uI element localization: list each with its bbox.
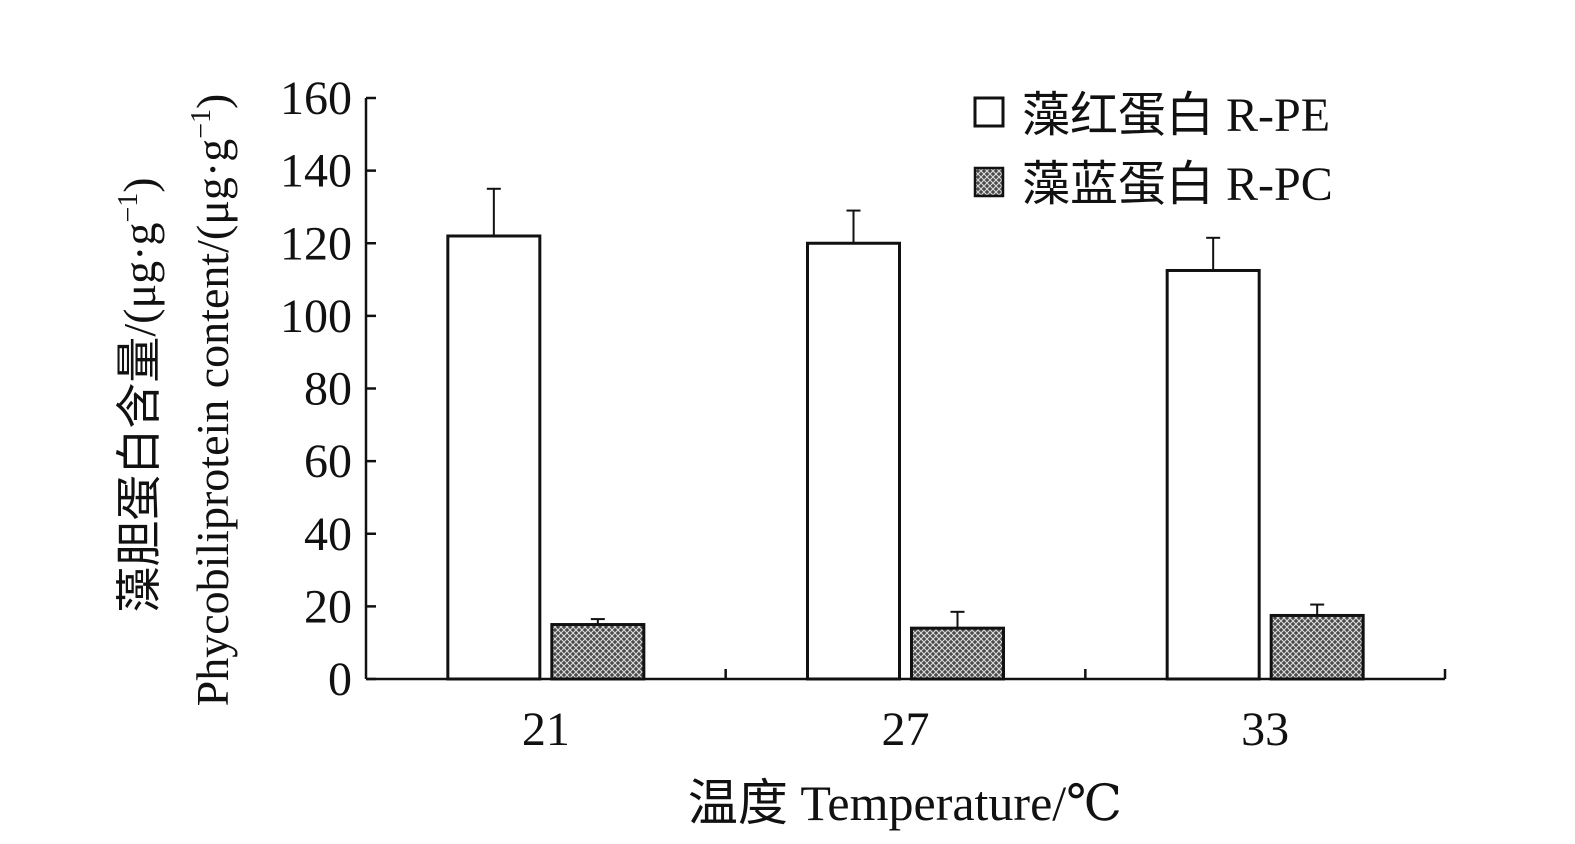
y-tick-label: 80 (304, 363, 352, 416)
y-tick-label: 60 (304, 435, 352, 488)
y-tick-label: 120 (280, 217, 352, 270)
bar-r-pe (446, 234, 542, 681)
x-tick-label: 21 (522, 703, 570, 756)
bar-r-pc (550, 623, 646, 681)
y-tick-label: 20 (304, 580, 352, 633)
legend-swatch-r-pe (973, 96, 1005, 128)
y-axis-label-en: Phycobiliprotein content/(μg·g−1) (186, 94, 238, 707)
bar-r-pe (1165, 268, 1261, 681)
y-tick-label: 140 (280, 145, 352, 198)
y-tick-label: 40 (304, 508, 352, 561)
legend-label-r-pe: 藻红蛋白 R-PE (1022, 89, 1330, 142)
bar-r-pe (806, 241, 901, 681)
y-tick-label: 160 (280, 72, 352, 125)
legend: 藻红蛋白 R-PE 藻蓝蛋白 R-PC (973, 89, 1333, 211)
x-axis-label: 温度 Temperature/℃ (688, 775, 1122, 831)
legend-swatch-r-pc (973, 166, 1005, 198)
x-tick-label: 27 (882, 703, 930, 756)
y-axis-label-cn: 藻胆蛋白含量/(μg·g−1) (113, 177, 165, 612)
x-tick-label: 33 (1241, 703, 1289, 756)
bar-r-pc (1269, 613, 1365, 681)
y-tick-label: 100 (280, 290, 352, 343)
y-tick-label: 0 (328, 653, 352, 706)
legend-label-r-pc: 藻蓝蛋白 R-PC (1022, 158, 1333, 211)
bar-r-pc (910, 626, 1005, 681)
